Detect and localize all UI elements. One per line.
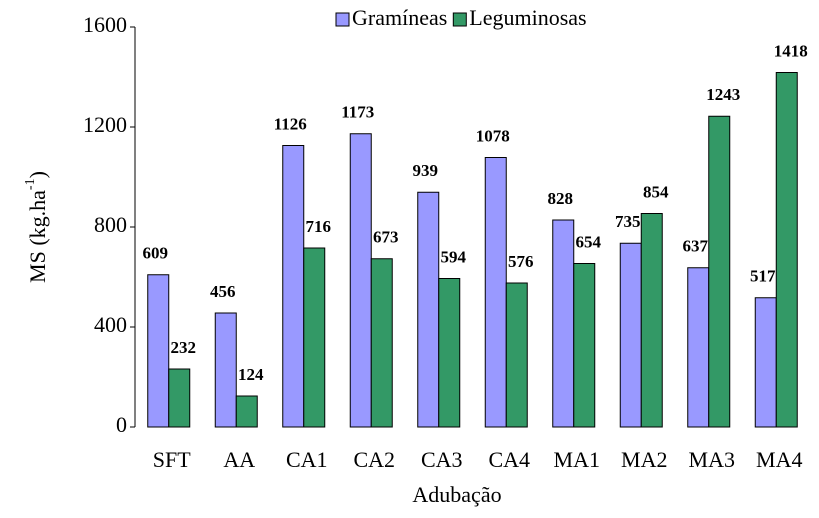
bar [214,312,237,428]
y-axis-label-main: MS (kg.ha [25,190,50,283]
bar [754,297,777,428]
legend-label: Leguminosas [469,5,586,30]
bar [282,145,305,428]
y-tick-label: 400 [94,312,127,337]
bar [484,157,507,428]
x-tick-label: MA3 [689,447,735,472]
legend-label: Gramíneas [352,5,447,30]
legend-swatch [335,12,350,27]
value-label: 939 [413,161,439,180]
bar [417,191,440,428]
value-label: 609 [143,244,169,263]
value-label: 1078 [476,126,510,145]
x-tick-label: CA3 [421,447,463,472]
y-tick-label: 1200 [83,112,127,137]
y-tick-label: 0 [116,412,127,437]
value-label: 654 [576,232,602,251]
value-label: 594 [441,247,467,266]
y-axis-label: MS (kg.ha-1) [23,171,50,283]
value-label: 124 [238,365,264,384]
bar [687,267,710,428]
bar [349,133,372,428]
bar [438,278,461,428]
value-label: 517 [750,267,776,286]
bar [168,368,191,428]
x-tick-label: SFT [153,447,191,472]
value-label: 735 [615,212,641,231]
bar [370,258,393,428]
x-tick-label: MA4 [756,447,802,472]
value-label: 232 [171,338,197,357]
bar [619,242,642,428]
x-axis-label: Adubação [412,482,501,507]
x-tick-label: CA4 [488,447,530,472]
bar [147,274,170,428]
y-axis-label-end: ) [25,171,50,178]
y-tick-label: 800 [94,212,127,237]
y-tick-label: 1600 [83,12,127,37]
y-axis-label-sup: -1 [23,178,38,190]
bar [775,72,798,428]
x-tick-label: CA2 [353,447,395,472]
x-tick-label: MA2 [621,447,667,472]
bar [552,219,575,428]
value-label: 854 [643,182,669,201]
legend-swatch [452,12,467,27]
value-label: 456 [210,282,236,301]
bar [708,115,731,428]
value-label: 1418 [774,41,808,60]
value-label: 1173 [341,103,374,122]
value-label: 576 [508,252,534,271]
value-label: 1243 [706,85,740,104]
bar [573,263,596,428]
bar [505,282,528,428]
bar [235,395,258,428]
value-label: 673 [373,228,399,247]
x-tick-label: MA1 [554,447,600,472]
value-label: 1126 [274,114,307,133]
x-tick-label: CA1 [286,447,328,472]
bar [640,213,663,428]
x-tick-label: AA [223,447,255,472]
value-label: 716 [306,217,332,236]
value-label: 637 [683,237,709,256]
value-label: 828 [548,189,574,208]
bar [303,247,326,428]
